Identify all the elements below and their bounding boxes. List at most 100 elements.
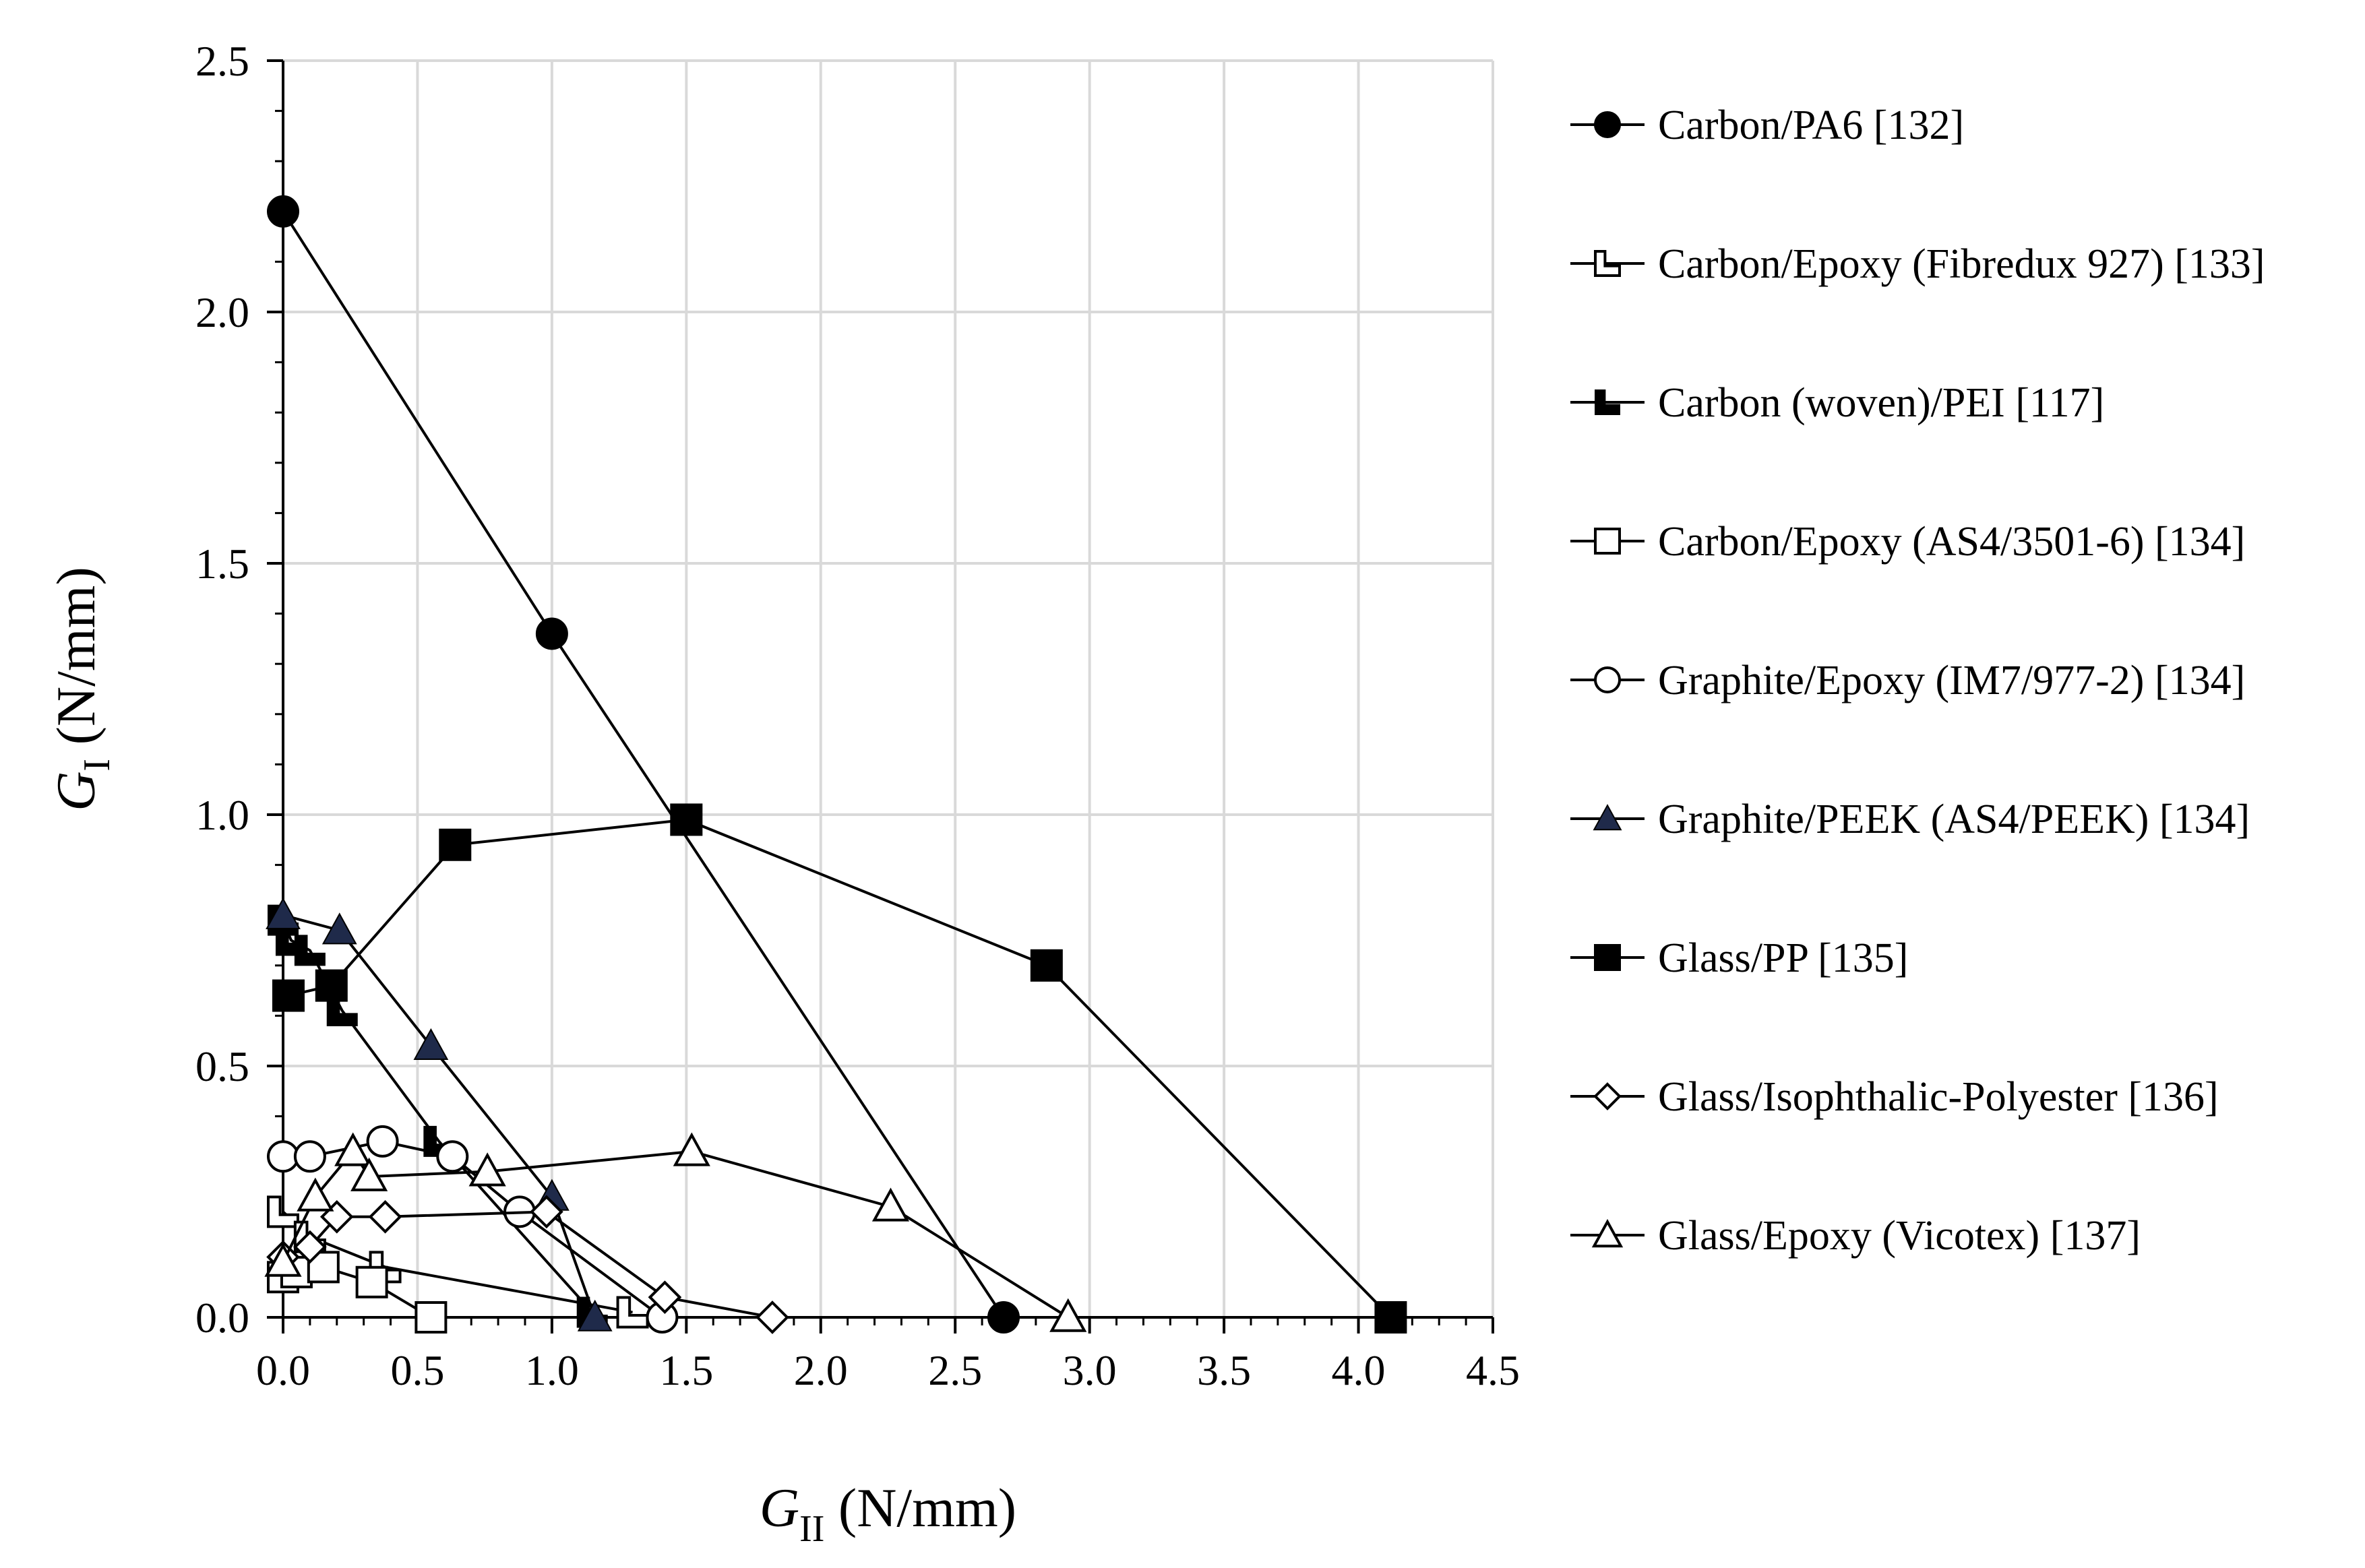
data-point [368, 1199, 402, 1234]
legend-entry: Graphite/PEEK (AS4/PEEK) [134] [1570, 796, 2250, 842]
series-1 [267, 195, 1020, 1334]
data-point [1030, 949, 1063, 982]
data-point [294, 935, 326, 966]
data-point [1049, 1298, 1087, 1332]
legend-label: Glass/PP [135] [1658, 935, 1908, 981]
series-4 [267, 1251, 448, 1334]
data-point [436, 1140, 469, 1173]
data-point [468, 1152, 506, 1187]
legend-marker [1594, 528, 1621, 555]
data-point [987, 1301, 1020, 1334]
y-tick-label: 2.0 [195, 288, 249, 336]
legend-entry: Carbon/Epoxy (AS4/3501-6) [134] [1570, 519, 2245, 565]
axis-titles: GII (N/mm)GI (N/mm) [45, 567, 1016, 1550]
x-tick-label: 0.0 [256, 1346, 310, 1394]
legend-entry: Graphite/Epoxy (IM7/977-2) [134] [1570, 658, 2245, 703]
x-tick-label: 0.5 [390, 1346, 444, 1394]
series-9 [264, 1132, 1087, 1332]
axes: 0.0 0.5 1.0 1.5 2.0 2.5 0.0 0.5 1.0 1.5 2.0 2.5 3.0 3… [195, 37, 1520, 1394]
y-tick-label: 2.5 [195, 37, 249, 85]
x-axis-title-subscript: II [799, 1508, 824, 1550]
legend-marker [1593, 1082, 1622, 1110]
data-point [366, 1125, 399, 1158]
grid [283, 59, 1494, 1317]
legend-label: Carbon/Epoxy (AS4/3501-6) [134] [1658, 519, 2245, 565]
series-6 [266, 897, 613, 1331]
y-tick-label: 0.0 [195, 1294, 249, 1342]
data-point [648, 1280, 682, 1314]
data-point [293, 1230, 327, 1264]
x-tick-label: 1.5 [659, 1346, 713, 1394]
legend-marker [1594, 944, 1621, 971]
legend-entry: Glass/Isophthalic-Polyester [136] [1570, 1074, 2219, 1120]
data-point [535, 617, 568, 650]
legend-marker [1595, 389, 1620, 415]
legend-entry: Carbon (woven)/PEI [117] [1570, 380, 2104, 426]
x-tick-label: 1.0 [525, 1346, 579, 1394]
data-point [315, 969, 348, 1002]
legend-label: Carbon/Epoxy (Fibredux 927) [133] [1658, 241, 2265, 287]
x-axis-title-symbol: G [760, 1477, 799, 1538]
legend-label: Glass/Isophthalic-Polyester [136] [1658, 1074, 2219, 1120]
y-axis-title-subscript: I [76, 759, 118, 772]
legend-label: Carbon (woven)/PEI [117] [1658, 380, 2104, 426]
y-tick-label: 1.5 [195, 540, 249, 588]
data-point [756, 1300, 789, 1334]
data-point [673, 1132, 710, 1166]
legend-marker [1591, 1219, 1624, 1248]
x-tick-label: 4.0 [1332, 1346, 1386, 1394]
series-layer [264, 195, 1407, 1334]
data-point [334, 1132, 372, 1166]
data-point [670, 803, 703, 836]
series-8 [266, 1195, 789, 1334]
data-point [264, 1243, 302, 1277]
data-point [413, 1028, 449, 1060]
data-point [355, 1265, 388, 1298]
y-tick-label: 1.0 [195, 791, 249, 839]
legend-label: Graphite/PEEK (AS4/PEEK) [134] [1658, 796, 2250, 842]
legend-entry: Glass/Epoxy (Vicotex) [137] [1570, 1213, 2141, 1259]
data-point [321, 912, 357, 945]
data-point [350, 1157, 388, 1191]
data-point [577, 1299, 613, 1331]
legend-label: Carbon/PA6 [132] [1658, 102, 1964, 148]
legend-marker [1594, 666, 1621, 693]
legend-marker [1593, 804, 1622, 831]
data-point [439, 828, 472, 861]
legend-entry: Carbon/PA6 [132] [1570, 102, 1964, 148]
series-7 [272, 803, 1407, 1334]
legend-entry: Glass/PP [135] [1570, 935, 1908, 981]
x-tick-label: 3.5 [1197, 1346, 1251, 1394]
x-axis-title-unit: (N/mm) [824, 1477, 1016, 1538]
series-line [282, 1210, 773, 1319]
legend-label: Graphite/Epoxy (IM7/977-2) [134] [1658, 658, 2245, 703]
y-axis-title-unit: (N/mm) [45, 567, 106, 759]
data-point [530, 1195, 563, 1229]
x-axis-title: GII (N/mm) [760, 1477, 1016, 1550]
legend-marker [1594, 250, 1621, 277]
data-point [267, 1140, 299, 1173]
x-tick-label: 2.5 [928, 1346, 982, 1394]
legend-entry: Carbon/Epoxy (Fibredux 927) [133] [1570, 241, 2265, 287]
legend-label: Glass/Epoxy (Vicotex) [137] [1658, 1213, 2141, 1259]
x-tick-label: 2.0 [794, 1346, 848, 1394]
data-point [293, 1140, 326, 1173]
x-tick-label: 4.5 [1466, 1346, 1520, 1394]
legend-marker [1594, 111, 1621, 138]
data-point [267, 1195, 299, 1228]
y-tick-label: 0.5 [195, 1042, 249, 1090]
data-point [272, 979, 305, 1012]
data-point [414, 1301, 448, 1334]
series-5 [267, 1125, 679, 1334]
data-point [297, 1177, 334, 1212]
y-axis-title-symbol: G [45, 772, 106, 811]
data-point [267, 195, 299, 228]
data-point [1374, 1301, 1407, 1334]
data-point [871, 1187, 910, 1222]
data-point [266, 897, 301, 929]
x-tick-label: 3.0 [1063, 1346, 1117, 1394]
legend: Carbon/PA6 [132] Carbon/Epoxy (Fibredux 9… [1570, 102, 2265, 1259]
y-axis-title: GI (N/mm) [45, 567, 118, 811]
